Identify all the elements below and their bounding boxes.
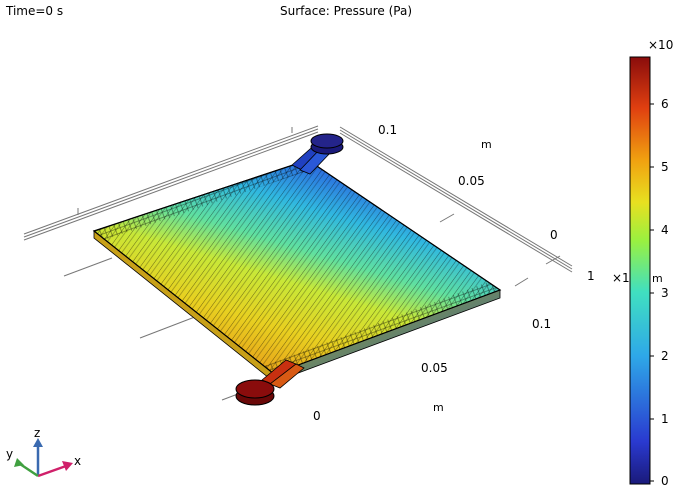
outlet-port — [291, 133, 344, 175]
colorbar-tick-6: 6 — [661, 97, 669, 111]
colorbar-tick-1: 1 — [661, 412, 669, 426]
x-axis-tick: 0.1 — [532, 317, 552, 331]
colorbar-tick-5: 5 — [661, 160, 669, 174]
y-axis-exponent: ×1 — [612, 271, 630, 285]
y-axis-tick: 1 — [587, 269, 595, 283]
y-axis-tick: 0.05 — [458, 174, 485, 188]
x-axis-tick: 0 — [313, 409, 321, 423]
y-axis-unit: m — [481, 138, 492, 151]
x-axis-tick: 0.05 — [421, 361, 448, 375]
orientation-triad — [14, 438, 73, 478]
y-axis-tick: 0 — [550, 228, 558, 242]
time-label: Time=0 s — [6, 4, 64, 18]
triad-x-label: x — [74, 454, 82, 468]
triad-y-label: y — [6, 447, 14, 461]
colorbar-tick-4: 4 — [661, 223, 669, 237]
triad-z-label: z — [34, 426, 41, 440]
colorbar-tick-3: 3 — [661, 286, 669, 300]
y-axis-tick: 0.1 — [378, 123, 398, 137]
colorbar-tick-0: 0 — [661, 474, 669, 488]
colorbar-exponent: ×10 — [648, 38, 674, 52]
colorbar — [629, 56, 651, 485]
plot-title: Surface: Pressure (Pa) — [280, 4, 413, 18]
inlet-port — [235, 359, 305, 406]
colorbar-tick-2: 2 — [661, 349, 669, 363]
x-axis-unit: m — [433, 401, 444, 414]
flow-plate-surface — [92, 159, 502, 383]
y-axis-unit-right: m — [652, 272, 663, 285]
